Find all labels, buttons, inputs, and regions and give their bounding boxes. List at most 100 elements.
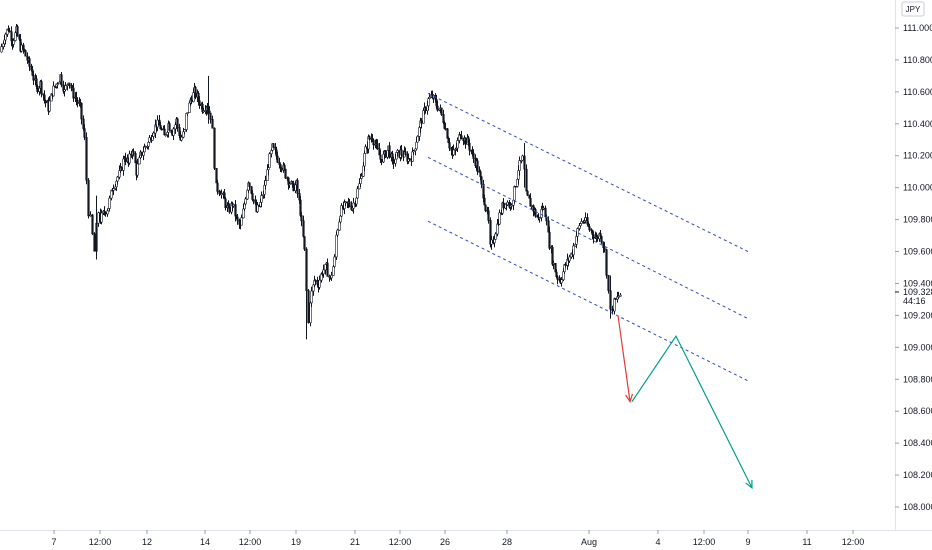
- candle-body: [244, 198, 247, 205]
- candle-body: [91, 214, 94, 235]
- candle-body: [8, 30, 11, 32]
- candle-body: [444, 128, 447, 130]
- candle-body: [428, 96, 431, 99]
- currency-unit-label: JPY: [906, 5, 921, 14]
- candle-body: [548, 231, 551, 249]
- candle-body: [280, 168, 283, 171]
- candle-body: [521, 155, 524, 161]
- candle-body: [436, 105, 439, 111]
- candle-body: [120, 167, 123, 171]
- time-tick-label: 28: [502, 537, 512, 547]
- time-tick-label: 12: [142, 537, 152, 547]
- candle-body: [396, 150, 399, 153]
- candle-body: [468, 142, 471, 151]
- bar-countdown-label: 44:16: [903, 296, 926, 306]
- candle-body: [68, 82, 71, 86]
- candle-body: [380, 159, 383, 163]
- candle-body: [220, 193, 223, 196]
- time-tick-label: 11: [802, 537, 811, 547]
- candle-body: [525, 168, 528, 192]
- candle-body: [408, 158, 411, 160]
- price-tick-label: 110.600: [903, 87, 932, 97]
- candle-body: [530, 205, 533, 207]
- candle-body: [363, 153, 366, 167]
- candle-body: [300, 215, 303, 222]
- candle-body: [4, 33, 7, 41]
- candle-body: [163, 128, 166, 136]
- candle-body: [302, 220, 305, 237]
- candle-body: [580, 221, 583, 224]
- candle-body: [60, 74, 63, 86]
- candle-body: [164, 134, 167, 137]
- time-tick-label: 7: [51, 537, 56, 547]
- candle-body: [144, 146, 147, 148]
- candle-body: [356, 188, 359, 199]
- candle-body: [611, 308, 614, 312]
- candle-body: [202, 110, 205, 113]
- candle-body: [518, 160, 521, 171]
- candle-body: [56, 83, 59, 86]
- candle-body: [556, 276, 559, 280]
- candle-body: [236, 216, 239, 221]
- candle-body: [619, 294, 622, 297]
- candle-body: [303, 236, 306, 250]
- candle-body: [104, 212, 107, 215]
- candle-body: [108, 197, 111, 209]
- candle-body: [572, 245, 575, 256]
- candle-body: [596, 236, 599, 240]
- candle-body: [83, 128, 86, 138]
- candle-body: [376, 143, 379, 149]
- candle-body: [384, 150, 387, 158]
- candle-body: [564, 264, 567, 266]
- candle-body: [32, 74, 35, 81]
- channel-line: [427, 93, 749, 252]
- candle-body: [80, 102, 83, 120]
- candle-body: [324, 264, 327, 271]
- price-tick-label: 109.000: [903, 342, 932, 352]
- candle-body: [326, 262, 329, 277]
- candle-body: [534, 209, 537, 217]
- time-tick-label: Aug: [581, 537, 597, 547]
- candle-body: [460, 135, 463, 140]
- time-axis[interactable]: 7 12:00 12 14 12:00 19 21 12:00 26 28 Aug 4 12:00 9 11…: [0, 530, 932, 547]
- candle-body: [552, 263, 555, 265]
- candle-body: [116, 176, 119, 182]
- candle-body: [538, 217, 541, 219]
- candle-body: [464, 137, 467, 145]
- candle-body: [97, 212, 100, 224]
- time-tick-label: 14: [200, 537, 210, 547]
- candle-body: [412, 150, 415, 153]
- candle-body: [330, 275, 333, 279]
- time-tick-label: 19: [291, 537, 301, 547]
- candle-body: [44, 99, 47, 104]
- price-axis[interactable]: 111.000 110.800 110.600 110.400 110.200 110.0…: [895, 0, 932, 530]
- candle-body: [213, 127, 216, 169]
- time-tick-label: 4: [655, 537, 660, 547]
- candle-body: [209, 112, 212, 120]
- candle-body: [268, 153, 271, 168]
- candle-body: [16, 26, 19, 37]
- candle-body: [198, 100, 201, 106]
- plot-area[interactable]: [0, 24, 622, 340]
- currency-unit-box[interactable]: JPY: [901, 1, 925, 17]
- candle-body: [0, 46, 3, 53]
- candle-body: [352, 202, 355, 209]
- candle-body: [172, 128, 175, 136]
- candle-body: [493, 239, 496, 244]
- candle-body: [276, 155, 279, 163]
- price-tick-label: 110.000: [903, 183, 932, 193]
- candle-body: [288, 183, 291, 186]
- candle-body: [190, 99, 193, 103]
- candle-body: [490, 239, 493, 245]
- candle-body: [256, 204, 259, 212]
- candle-body: [614, 298, 617, 300]
- projection-red-arrowhead: [625, 393, 634, 403]
- candle-body: [43, 94, 46, 101]
- candle-body: [228, 206, 231, 213]
- candle-body: [194, 87, 197, 98]
- candle-body: [400, 149, 403, 156]
- channel-line: [427, 220, 749, 382]
- candle-body: [617, 296, 620, 298]
